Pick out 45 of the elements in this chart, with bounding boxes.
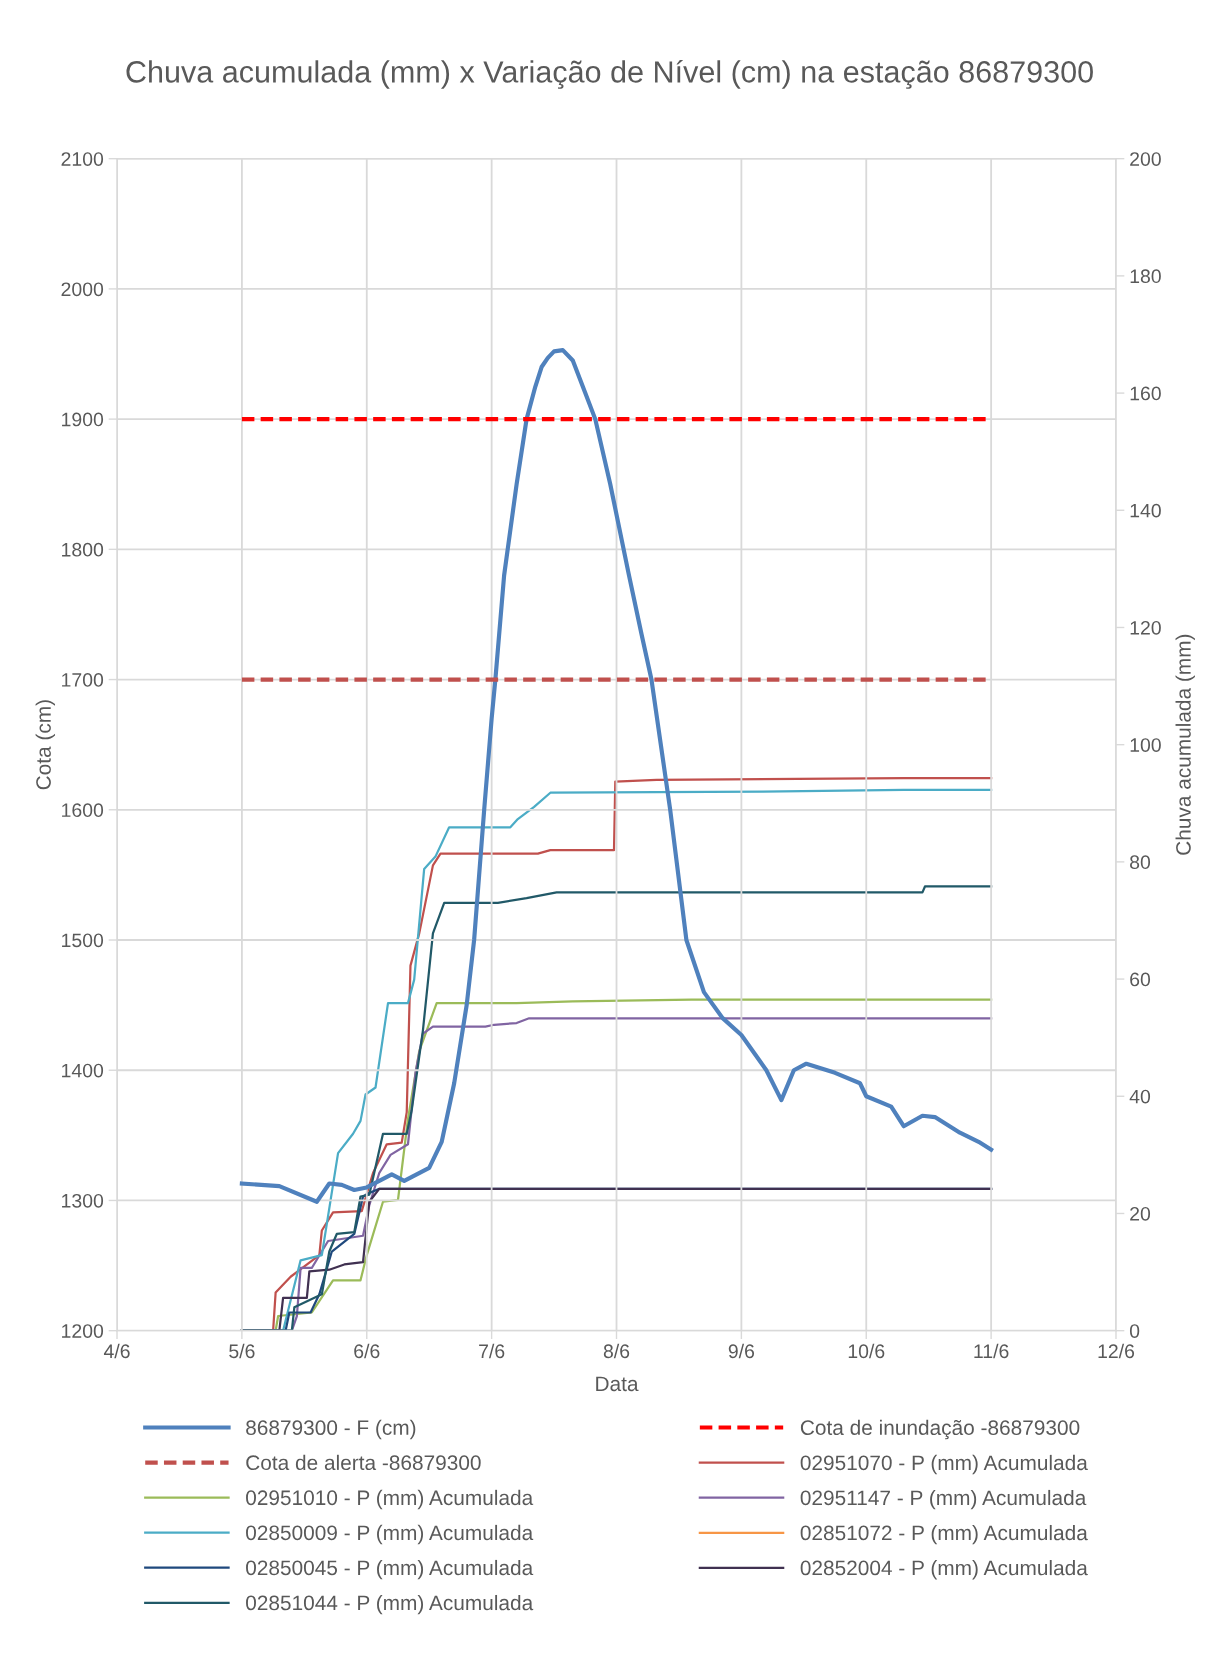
y-tick-label: 1300 xyxy=(62,1193,104,1208)
y-axis-title: Cota (cm) xyxy=(35,700,56,790)
x-tick-label: 8/6 xyxy=(603,1343,630,1359)
x-tick-label: 9/6 xyxy=(728,1343,755,1359)
chart-title: Chuva acumulada (mm) x Variação de Nível (cm) na estação 86879300 xyxy=(126,59,1093,89)
legend-label: 86879300 - F (cm) xyxy=(246,1419,416,1440)
y2-tick-label: 100 xyxy=(1130,738,1161,752)
legend-label: 02852004 - P (mm) Acumulada xyxy=(800,1560,1088,1580)
y-tick-label: 1500 xyxy=(62,933,104,948)
x-tick-label: 12/6 xyxy=(1098,1343,1135,1359)
legend-label: 02951147 - P (mm) Acumulada xyxy=(800,1489,1087,1510)
legend-label: 02850045 - P (mm) Acumulada xyxy=(246,1559,534,1580)
legend-label: Cota de alerta -86879300 xyxy=(246,1454,481,1471)
y2-tick-label: 20 xyxy=(1130,1206,1151,1221)
x-tick-label: 4/6 xyxy=(103,1343,130,1359)
x-tick-label: 11/6 xyxy=(974,1343,1009,1359)
y2-tick-label: 180 xyxy=(1130,269,1161,284)
y2-tick-label: 160 xyxy=(1130,386,1161,401)
legend-label: Cota de inundação -86879300 xyxy=(800,1419,1080,1440)
y-tick-label: 1700 xyxy=(62,673,104,687)
y2-tick-label: 200 xyxy=(1130,152,1161,166)
x-tick-label: 10/6 xyxy=(848,1343,885,1359)
legend-label: 02851044 - P (mm) Acumulada xyxy=(246,1594,534,1615)
y2-tick-label: 80 xyxy=(1130,855,1151,870)
y-tick-label: 2100 xyxy=(61,152,104,166)
y-tick-label: 1800 xyxy=(62,542,104,557)
x-axis-title: Data xyxy=(596,1376,639,1392)
x-tick-label: 5/6 xyxy=(229,1343,255,1359)
legend-label: 02850009 - P (mm) Acumulada xyxy=(246,1524,534,1545)
y2-tick-label: 120 xyxy=(1130,620,1161,635)
y2-tick-label: 60 xyxy=(1130,972,1151,987)
x-tick-label: 6/6 xyxy=(354,1343,380,1359)
legend-label: 02851072 - P (mm) Acumulada xyxy=(800,1524,1088,1545)
legend-label: 02951070 - P (mm) Acumulada xyxy=(800,1454,1088,1475)
y2-tick-label: 0 xyxy=(1129,1324,1140,1338)
y2-tick-label: 40 xyxy=(1129,1089,1151,1104)
x-tick-label: 7/6 xyxy=(479,1343,505,1359)
legend-label: 02951010 - P (mm) Acumulada xyxy=(246,1489,534,1510)
y-tick-label: 1200 xyxy=(62,1324,104,1338)
y-tick-label: 1400 xyxy=(62,1063,104,1078)
y-tick-label: 1600 xyxy=(62,803,104,818)
y2-axis-title: Chuva acumulada (mm) xyxy=(1175,634,1195,855)
y2-tick-label: 140 xyxy=(1130,503,1161,518)
y-tick-label: 1900 xyxy=(62,412,104,427)
y-tick-label: 2000 xyxy=(61,282,104,297)
